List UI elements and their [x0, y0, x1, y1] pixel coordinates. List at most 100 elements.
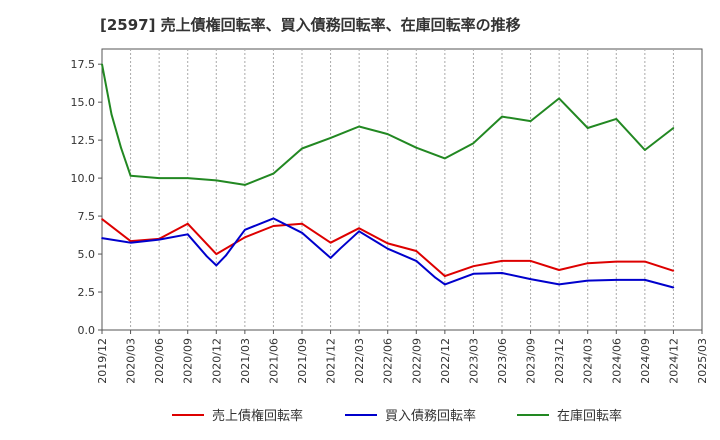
series-line — [101, 217, 674, 289]
data-point — [472, 265, 475, 268]
x-tick-label: 2022/09 — [410, 338, 423, 384]
data-point — [205, 255, 208, 258]
data-point — [120, 146, 122, 149]
data-point — [444, 157, 446, 160]
y-tick-label: 2.5 — [78, 286, 96, 299]
data-point — [110, 113, 113, 116]
x-tick-label: 2020/09 — [182, 338, 195, 384]
data-point — [529, 278, 532, 280]
x-tick-label: 2023/09 — [525, 338, 538, 384]
data-point — [158, 177, 160, 179]
x-tick-label: 2023/06 — [496, 338, 509, 384]
data-point — [644, 279, 646, 281]
data-point — [186, 177, 189, 179]
y-tick-label: 17.5 — [71, 58, 96, 71]
x-tick-label: 2019/12 — [96, 338, 109, 384]
data-point — [186, 233, 189, 236]
data-point — [272, 225, 275, 227]
data-point — [615, 279, 618, 281]
legend-item: 売上債権回転率 — [172, 408, 303, 424]
data-point — [386, 242, 389, 245]
data-point — [129, 241, 132, 244]
data-point — [472, 273, 475, 275]
data-point — [215, 253, 218, 255]
x-tick-label: 2020/06 — [153, 338, 166, 384]
x-tick-label: 2023/12 — [553, 338, 566, 384]
data-point — [272, 217, 275, 220]
y-tick-label: 0.0 — [78, 324, 96, 337]
x-tick-label: 2022/03 — [353, 338, 366, 384]
legend-item: 在庫回転率 — [517, 408, 622, 424]
data-point — [586, 279, 589, 282]
data-point — [301, 222, 303, 225]
data-point — [615, 118, 618, 120]
plot-frame — [101, 48, 703, 331]
data-point — [415, 146, 418, 149]
legend-label: 売上債権回転率 — [212, 408, 303, 424]
data-point — [415, 250, 418, 252]
data-point — [329, 257, 332, 259]
data-point — [586, 262, 589, 264]
data-point — [644, 149, 646, 151]
data-point — [415, 260, 418, 262]
y-tick-label: 7.5 — [78, 210, 96, 223]
legend-item: 買入債務回転率 — [345, 408, 476, 424]
y-tick-label: 15.0 — [71, 96, 96, 109]
data-point — [186, 222, 189, 225]
data-point — [301, 231, 303, 234]
data-point — [444, 283, 446, 286]
data-point — [244, 184, 246, 186]
data-point — [339, 247, 341, 250]
data-point — [444, 275, 446, 277]
data-point — [558, 269, 560, 271]
y-tick-label: 12.5 — [71, 134, 96, 147]
data-point — [329, 241, 332, 244]
data-point — [101, 237, 103, 239]
data-point — [529, 120, 532, 122]
x-tick-label: 2022/06 — [382, 338, 395, 384]
data-point — [358, 125, 360, 128]
x-tick-label: 2020/03 — [125, 338, 138, 384]
data-point — [129, 175, 132, 177]
data-point — [644, 260, 646, 263]
x-tick-label: 2021/09 — [296, 338, 309, 384]
x-tick-label: 2024/09 — [639, 338, 652, 384]
data-point — [615, 260, 618, 263]
data-point — [434, 276, 437, 279]
data-point — [320, 248, 322, 251]
y-tick-label: 5.0 — [78, 248, 96, 261]
data-point — [672, 286, 675, 289]
data-point — [501, 115, 503, 118]
data-point — [225, 254, 227, 257]
x-tick-label: 2024/03 — [582, 338, 595, 384]
data-point — [501, 272, 503, 274]
data-point — [158, 238, 160, 241]
x-tick-label: 2024/12 — [667, 338, 680, 384]
data-point — [529, 260, 532, 262]
data-point — [586, 127, 589, 129]
data-point — [244, 236, 246, 239]
data-point — [386, 247, 389, 250]
data-point — [101, 218, 103, 220]
series-1 — [101, 218, 675, 278]
x-tick-label: 2021/03 — [239, 338, 252, 384]
data-point — [215, 179, 218, 182]
data-point — [301, 147, 303, 150]
series-2 — [101, 217, 675, 289]
data-point — [386, 133, 389, 135]
data-point — [558, 283, 560, 286]
series-3 — [101, 63, 675, 186]
data-point — [501, 260, 503, 262]
x-tick-label: 2021/12 — [325, 338, 338, 384]
x-tick-label: 2025/03 — [696, 338, 709, 384]
data-point — [244, 228, 246, 231]
x-tick-label: 2024/06 — [610, 338, 623, 384]
data-point — [329, 137, 332, 139]
y-tick-label: 10.0 — [71, 172, 96, 185]
data-point — [672, 127, 675, 129]
data-point — [129, 240, 132, 242]
legend-label: 買入債務回転率 — [385, 408, 476, 424]
data-point — [101, 63, 103, 65]
